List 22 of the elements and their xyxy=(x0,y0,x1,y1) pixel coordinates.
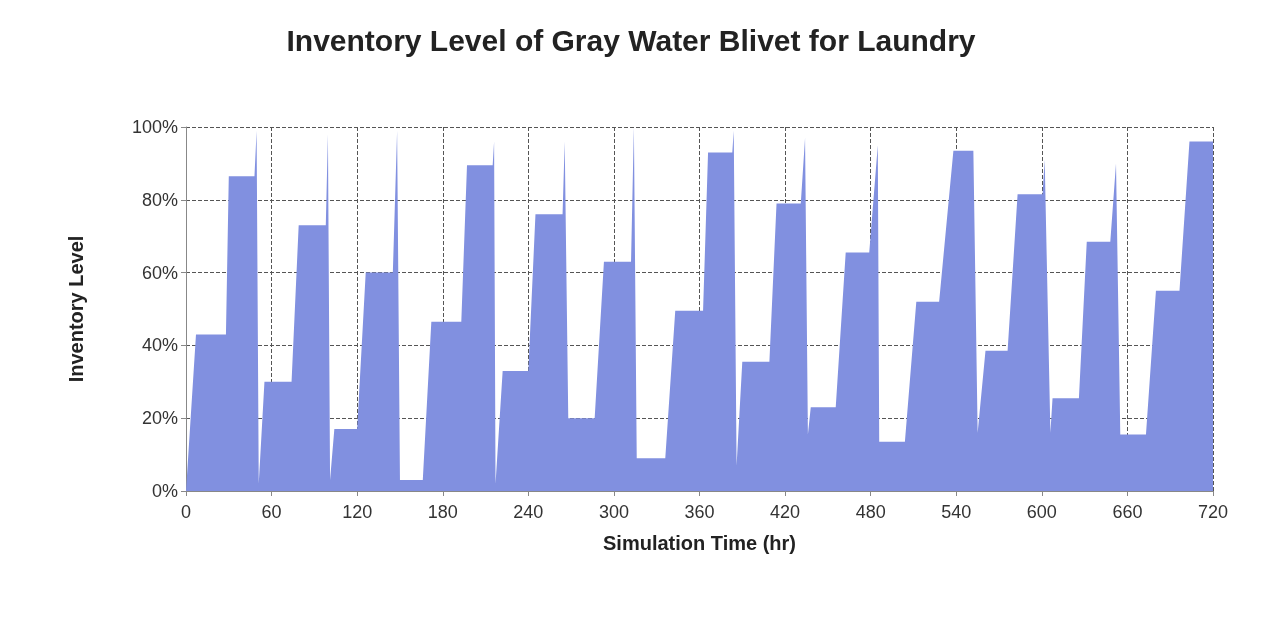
x-tick-label: 660 xyxy=(1112,502,1143,522)
y-axis-title: Inventory Level xyxy=(65,235,87,383)
y-tick-label: 60% xyxy=(141,262,178,283)
x-tick-label: 360 xyxy=(684,502,715,522)
x-tick-label: 540 xyxy=(941,502,972,522)
x-tick-label: 0 xyxy=(180,502,192,522)
x-tick-label: 300 xyxy=(598,502,629,522)
y-tick-label: 40% xyxy=(141,335,178,356)
x-tick-label: 720 xyxy=(1197,502,1229,522)
x-tick-label: 120 xyxy=(342,502,373,522)
x-tick-label: 420 xyxy=(770,502,801,522)
chart-title: Inventory Level of Gray Water Blivet for Laundry xyxy=(286,23,976,57)
x-tick-label: 240 xyxy=(513,502,544,522)
y-tick-label: 0% xyxy=(151,481,178,501)
y-tick-label: 100% xyxy=(131,117,178,137)
y-tick-label: 80% xyxy=(141,189,178,210)
x-tick-label: 180 xyxy=(427,502,458,522)
x-tick-label: 480 xyxy=(855,502,886,522)
x-tick-label: 600 xyxy=(1026,502,1057,522)
x-tick-label: 60 xyxy=(261,502,282,522)
y-tick-label: 20% xyxy=(141,408,178,429)
x-axis-title: Simulation Time (hr) xyxy=(603,532,796,554)
